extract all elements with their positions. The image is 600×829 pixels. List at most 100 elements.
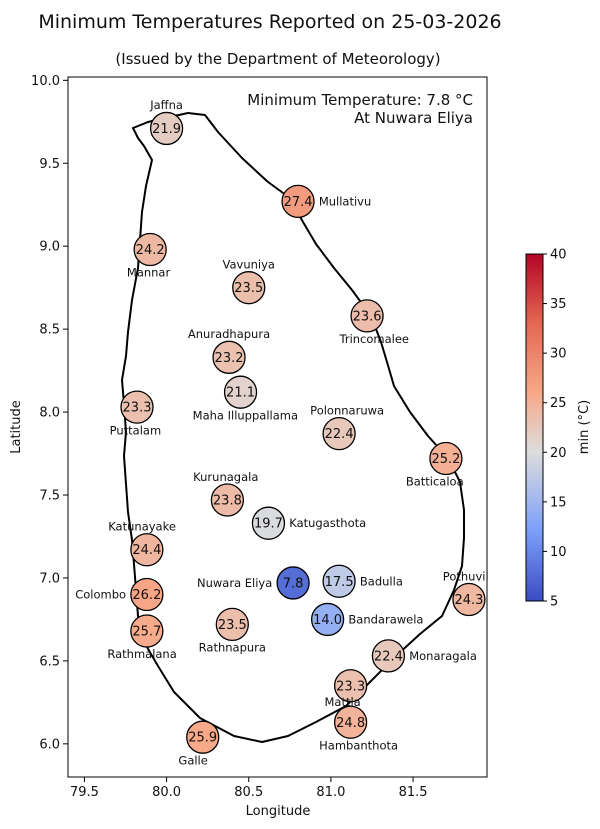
colorbar-gradient [525,253,544,602]
colorbar-tick-label: 20 [550,446,567,461]
station-point [333,705,368,739]
station-point [232,271,266,305]
station-value: 23.3 [336,679,365,694]
station-name: Nuwara Eliya [197,576,272,590]
colorbar-tick-label: 40 [550,248,567,263]
station-value: 19.7 [254,517,283,532]
x-axis-label: Longitude [246,804,311,819]
chart-title: Minimum Temperatures Reported on 25-03-2… [38,11,501,33]
station-value: 25.7 [132,625,161,640]
chart-subtitle: (Issued by the Department of Meteorology… [115,50,440,68]
station-marker: 23.5 Rathnapura [199,607,266,655]
station-name: Polonnaruwa [310,403,384,417]
station-point [251,506,286,540]
station-value: 25.2 [431,452,460,467]
station-name: Katugasthota [289,516,366,530]
station-point [130,577,164,612]
station-point [310,602,345,637]
station-point [322,416,356,451]
station-point [333,669,368,703]
station-name: Mullativu [319,194,371,208]
colorbar-ticks: 5 10 15 20 25 30 35 40 [543,248,567,610]
station-name: Rathmalana [107,647,176,661]
station-marker: 19.7 Katugasthota [251,506,366,540]
colorbar-tick-label: 10 [550,545,567,560]
station-value: 22.4 [325,427,354,442]
station-point [371,639,406,673]
station-value: 27.4 [284,195,313,210]
station-name: Puttalam [110,423,162,437]
station-marker: 25.2 Batticaloa [406,441,464,489]
colorbar-tick-label: 30 [550,347,567,362]
station-name: Badulla [360,574,403,588]
station-name: Monaragala [409,649,477,663]
x-axis-ticks: 79.5 80.0 80.5 81.0 81.5 [70,777,428,800]
station-marker: 21.9 Jaffna [149,98,184,146]
annotation-line-2: At Nuwara Eliya [354,109,473,127]
station-value: 23.2 [215,351,244,366]
station-marker: 7.8 Nuwara Eliya [197,566,310,600]
station-marker: 14.0 Bandarawela [310,602,423,637]
station-marker: 23.8 Kurunagala [193,470,258,517]
station-marker: 25.9 Galle [178,720,220,767]
station-name: Bandarawela [348,612,423,626]
station-value: 23.3 [123,401,152,416]
station-value: 22.4 [374,649,403,664]
plot-frame [67,76,488,778]
station-point [350,299,384,333]
station-marker: 17.5 Badulla [322,564,403,598]
station-marker: 22.4 Monaragala [371,639,477,673]
station-point [130,614,164,648]
station-name: Trincomalee [339,332,410,346]
y-tick-label: 6.5 [39,654,60,669]
y-tick-label: 9.5 [39,157,60,172]
station-point [215,607,249,642]
station-name: Batticaloa [406,475,464,489]
station-marker: 23.5 Vavuniya [223,257,275,305]
colorbar-tick-label: 35 [550,297,567,312]
colorbar-tick-label: 15 [550,495,567,510]
station-name: Katunayake [108,520,176,534]
station-value: 25.9 [188,731,217,746]
station-value: 24.2 [136,243,165,258]
y-tick-label: 8.5 [39,323,60,338]
station-name: Anuradhapura [188,327,270,341]
station-point [223,375,258,409]
y-tick-label: 9.0 [39,240,60,255]
station-marker: 23.3 Puttalam [110,390,162,437]
station-name: Colombo [75,588,126,602]
station-marker: 25.7 Rathmalana [107,614,177,661]
colorbar-tick-label: 25 [550,396,567,411]
station-marker: 24.2 Mannar [127,232,171,280]
station-value: 17.5 [325,575,354,590]
station-value: 24.4 [132,543,161,558]
y-tick-label: 7.0 [39,571,60,586]
station-name: Maha Illuppallama [193,408,298,422]
station-value: 23.8 [213,493,242,508]
station-name: Kurunagala [193,470,258,484]
station-markers: 21.9 Jaffna 27.4 Mullativu 24.2 Mannar 23.5 Vav… [75,98,488,767]
station-name: Mannar [127,266,171,280]
station-value: 26.2 [132,588,161,603]
station-name: Galle [178,753,207,767]
station-name: Vavuniya [223,257,275,271]
station-value: 23.6 [353,309,382,324]
station-marker: 26.2 Colombo [75,577,164,612]
station-point [281,184,315,219]
station-point [120,390,154,424]
station-point [322,564,356,598]
station-value: 23.5 [218,618,247,633]
station-marker: 24.4 Katunayake [108,520,176,567]
y-axis-ticks: 6.0 6.5 7.0 7.5 8.0 8.5 9.0 9.5 10.0 [31,74,68,752]
y-axis-label: Latitude [9,400,24,454]
station-name: Jaffna [149,98,183,112]
station-marker: 21.1 Maha Illuppallama [193,375,298,422]
x-tick-label: 81.5 [399,785,428,800]
station-marker: 24.8 Hambanthota [319,705,398,752]
y-tick-label: 7.5 [39,489,60,504]
y-tick-label: 8.0 [39,406,60,421]
station-value: 7.8 [283,576,304,591]
station-point [149,111,184,146]
